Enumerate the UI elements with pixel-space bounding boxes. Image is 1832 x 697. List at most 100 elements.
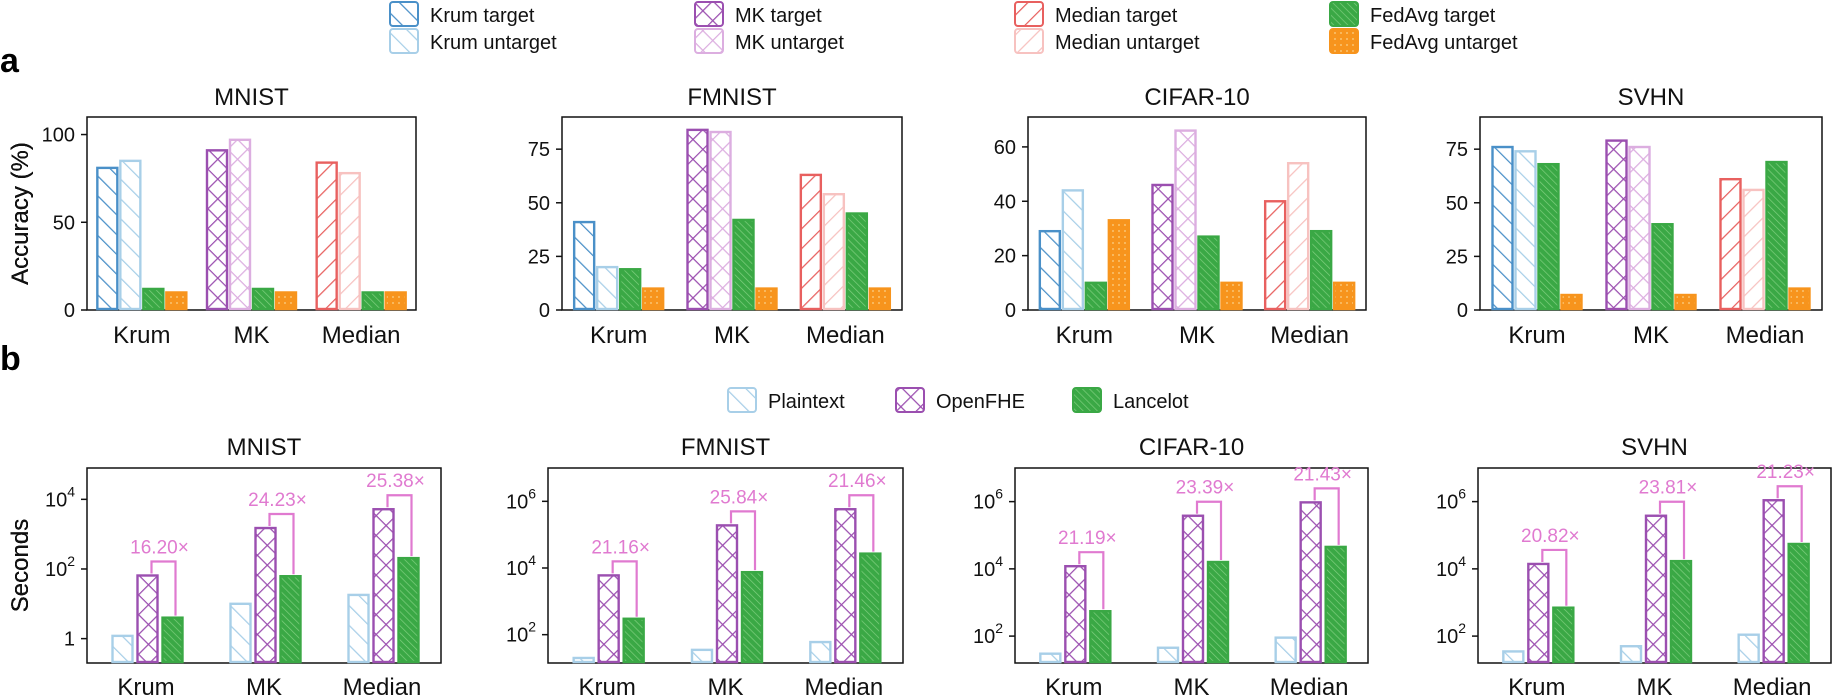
bar-krum-krum-target <box>572 220 596 311</box>
bar-mk-mk-target <box>1605 139 1628 311</box>
bar-median-fedavg-untarget <box>868 287 892 311</box>
bar-mk-mk-target <box>1151 183 1174 311</box>
bar-mk-openfhe <box>254 526 277 664</box>
bar-krum-lancelot <box>622 617 645 664</box>
legend-label-krum-target: Krum target <box>430 5 535 27</box>
bar-median-median-untarget <box>1742 188 1765 311</box>
speedup-bracket-mk <box>268 512 295 575</box>
bar-mk-openfhe <box>1181 514 1205 664</box>
bar-krum-krum-target <box>1491 145 1514 311</box>
legend-swatch-krum-untarget <box>389 28 419 54</box>
y-tick-label: 1 <box>64 629 75 651</box>
bar-mk-plaintext <box>229 602 252 664</box>
y-tick-label: 104 <box>45 483 75 511</box>
bar-median-lancelot <box>1787 542 1810 664</box>
plot-frame <box>86 116 417 311</box>
x-tick-label-mk: MK <box>1637 674 1673 697</box>
plot-frame <box>1027 116 1367 311</box>
bar-krum-krum-target <box>96 166 119 311</box>
x-tick-label-krum: Krum <box>117 674 174 697</box>
x-tick-label-mk: MK <box>1179 322 1215 349</box>
bar-mk-fedavg-target <box>1651 223 1674 311</box>
bar-krum-plaintext <box>572 656 595 664</box>
bar-mk-lancelot <box>279 575 302 664</box>
speedup-label-mk: 23.81× <box>1639 478 1698 499</box>
bar-krum-plaintext <box>1039 652 1062 664</box>
chart-title: CIFAR-10 <box>1139 434 1244 461</box>
legend-label-mk-target: MK target <box>735 5 822 27</box>
bar-mk-fedavg-target <box>1197 235 1220 311</box>
x-tick-label-median: Median <box>1270 674 1349 697</box>
x-tick-label-krum: Krum <box>1508 322 1565 349</box>
bar-median-fedavg-untarget <box>1332 281 1356 311</box>
chart-b-mnist: MNIST Seconds 1 102 104 Krum 16.20× MK 24.23× Med… <box>7 434 442 697</box>
y-tick-label: 50 <box>528 193 550 215</box>
bar-median-median-untarget <box>1286 162 1310 311</box>
chart-title: FMNIST <box>681 434 771 461</box>
legend-label-fedavg-untarget: FedAvg untarget <box>1370 32 1518 54</box>
chart-title: SVHN <box>1621 434 1688 461</box>
legend-panel-b: Plaintext OpenFHE Lancelot <box>727 387 1189 413</box>
speedup-label-median: 21.46× <box>828 471 887 492</box>
legend-label-fedavg-target: FedAvg target <box>1370 5 1496 27</box>
legend-swatch-median-untarget <box>1014 28 1044 54</box>
y-axis-label: Seconds <box>7 519 34 612</box>
chart-a-svhn: SVHN Accuracy (%) 0 25 50 75 Krum MK Median <box>7 84 1823 349</box>
bar-mk-plaintext <box>690 648 714 664</box>
bar-mk-fedavg-untarget <box>1220 281 1243 311</box>
x-tick-label-mk: MK <box>714 322 750 349</box>
bar-median-lancelot <box>1324 545 1347 664</box>
panel-a-label: a <box>0 42 20 80</box>
y-tick-label: 102 <box>1436 620 1466 648</box>
speedup-bracket-median <box>848 494 875 552</box>
y-tick-label: 0 <box>1005 300 1016 322</box>
y-tick-label: 104 <box>506 552 536 580</box>
x-tick-label-mk: MK <box>234 322 270 349</box>
x-tick-label-krum: Krum <box>578 674 635 697</box>
bar-krum-openfhe <box>597 574 620 664</box>
speedup-bracket-median <box>1776 485 1803 542</box>
bar-krum-plaintext <box>111 634 134 664</box>
chart-title: FMNIST <box>687 84 777 111</box>
speedup-bracket-median <box>386 494 413 557</box>
y-tick-label: 75 <box>1446 139 1468 161</box>
x-tick-label-mk: MK <box>1633 322 1669 349</box>
speedup-bracket-krum <box>611 560 638 617</box>
x-tick-label-median: Median <box>804 674 883 697</box>
y-tick-label: 75 <box>528 139 550 161</box>
y-axis-label: Accuracy (%) <box>7 142 34 285</box>
bar-mk-mk-target <box>686 128 709 311</box>
bar-median-fedavg-target <box>1309 229 1333 311</box>
bar-median-plaintext <box>1274 636 1297 664</box>
legend-label-lancelot: Lancelot <box>1113 391 1189 413</box>
bar-mk-lancelot <box>740 570 764 664</box>
bar-median-median-target <box>799 173 823 311</box>
bar-median-fedavg-target <box>845 212 869 311</box>
bar-mk-mk-untarget <box>1628 145 1651 311</box>
y-tick-label: 102 <box>45 553 75 581</box>
bar-mk-fedavg-target <box>251 287 275 311</box>
bar-median-plaintext <box>1737 633 1760 664</box>
bar-mk-lancelot <box>1669 559 1693 664</box>
speedup-label-mk: 24.23× <box>248 490 307 511</box>
plot-frame <box>1479 116 1823 311</box>
y-tick-label: 0 <box>539 300 550 322</box>
bar-median-fedavg-untarget <box>384 291 407 311</box>
bar-median-plaintext <box>347 593 370 664</box>
y-tick-label: 104 <box>973 553 1003 581</box>
bar-mk-mk-untarget <box>1174 129 1197 311</box>
legend-swatch-plaintext <box>727 387 757 413</box>
bar-krum-fedavg-target <box>618 268 642 311</box>
x-tick-label-median: Median <box>806 322 885 349</box>
x-tick-label-median: Median <box>1270 322 1349 349</box>
bar-median-median-target <box>1719 177 1742 311</box>
legend-swatch-fedavg-target <box>1329 1 1359 27</box>
bar-median-lancelot <box>397 556 420 664</box>
bar-krum-lancelot <box>1089 610 1112 664</box>
bar-median-lancelot <box>859 552 882 664</box>
x-tick-label-krum: Krum <box>113 322 170 349</box>
chart-title: SVHN <box>1618 84 1685 111</box>
chart-a-cifar-10: CIFAR-10 Accuracy (%) 0 20 40 60 Krum MK Median <box>7 84 1367 349</box>
legend-swatch-mk-target <box>694 1 724 27</box>
